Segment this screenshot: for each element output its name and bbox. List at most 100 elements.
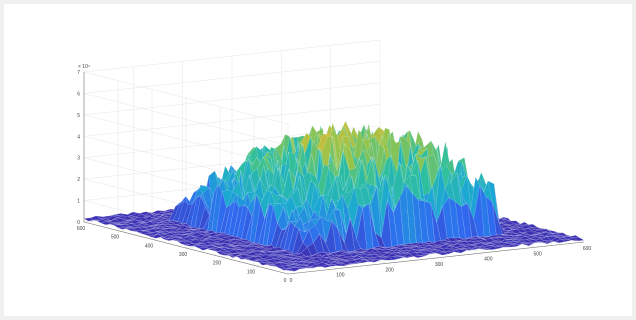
z-tick-label: 7: [77, 70, 80, 76]
surface-cell: [289, 263, 300, 266]
surface-cell: [278, 254, 289, 257]
surface-cell: [214, 243, 226, 245]
surface-cell: [169, 204, 180, 221]
surface-cell: [550, 233, 561, 236]
surface-cell: [326, 264, 338, 267]
surface-cell: [544, 240, 556, 243]
surface-cell: [573, 237, 585, 242]
surface-cell: [156, 220, 168, 223]
surface-cell: [505, 244, 517, 248]
y-tick-label: 400: [145, 243, 154, 249]
y-tick-label: 500: [111, 235, 120, 241]
surface-cell: [363, 259, 375, 263]
surface-cell: [297, 265, 309, 268]
z-tick-label: 5: [77, 113, 80, 119]
surface-cell: [308, 225, 320, 244]
surface-cell: [412, 249, 424, 253]
surface-cell: [535, 228, 546, 230]
surface-cell: [338, 259, 350, 262]
surface-cell: [397, 244, 409, 247]
surface-cell: [173, 240, 184, 242]
surface-cell: [163, 232, 176, 237]
surface-cell: [166, 236, 178, 239]
surface-cell: [190, 229, 202, 233]
surface-cell: [296, 267, 307, 270]
surface-cell: [149, 212, 161, 216]
surface-cell: [168, 239, 180, 242]
y-tick-label: 200: [213, 261, 222, 267]
surface-cell: [412, 245, 423, 249]
surface-cell: [175, 196, 186, 207]
surface-cell: [441, 243, 452, 247]
surface-cell: [293, 258, 304, 262]
surface-cell: [179, 239, 190, 243]
surface-cell: [247, 256, 259, 261]
surface-cell: [421, 252, 432, 256]
surface-cell: [314, 266, 326, 268]
surface-cell: [231, 236, 243, 241]
axis-layer: [83, 72, 585, 275]
surface-cell: [498, 220, 509, 235]
surface-cell: [403, 243, 415, 247]
surface-cell: [182, 231, 194, 235]
x-tick-label: 0: [290, 278, 293, 284]
surface-cell: [273, 203, 284, 224]
surface-cell: [253, 259, 265, 263]
surface-cell: [504, 230, 515, 234]
surface-cell: [96, 215, 107, 220]
surface-cell: [285, 263, 296, 266]
surface-cell: [482, 241, 494, 244]
surface-cell: [207, 232, 219, 238]
surface-cell: [450, 172, 462, 208]
surface-cell: [473, 238, 486, 242]
surface-cell: [428, 240, 440, 244]
surface-cell: [130, 212, 143, 218]
surface-cell: [533, 233, 545, 237]
surface-cell: [252, 251, 265, 255]
surface-cell: [222, 234, 234, 238]
surface-cell: [240, 249, 251, 253]
surface-cell: [437, 243, 448, 247]
surface-cell: [556, 237, 568, 240]
y-tick-label: 0: [284, 278, 287, 284]
surface-cell: [523, 233, 534, 238]
surface-cell: [284, 257, 296, 261]
surface-cell: [524, 242, 535, 247]
surface-cell: [263, 251, 275, 256]
surface-cell: [278, 203, 290, 221]
surface-cell: [292, 255, 304, 260]
x-tick-label: 200: [385, 267, 394, 273]
plot-area: 0 100 200 300 400 500 600 0 100 200 300 400 500 600 0 1…: [4, 4, 632, 316]
y-tick-label: 300: [179, 252, 188, 258]
surface-cell: [141, 230, 152, 233]
surface-cell: [288, 161, 300, 190]
surface-cell: [160, 216, 172, 220]
y-tick-label: 600: [77, 226, 86, 232]
surface-cell: [348, 250, 359, 253]
surface-cell: [262, 263, 273, 266]
x-tick-label: 400: [484, 257, 493, 263]
z-tick-label: 6: [77, 91, 80, 97]
z-tick-label: 4: [77, 134, 80, 140]
surface-cell: [554, 235, 566, 238]
surface-cell: [277, 249, 289, 251]
surface-cell: [283, 268, 295, 272]
surface-cell: [493, 245, 504, 249]
surface-cell: [348, 252, 360, 257]
surface-cell: [291, 265, 303, 268]
surface-cell: [235, 243, 247, 246]
surface-cell: [145, 230, 156, 234]
surface-cell: [223, 248, 235, 252]
surface-cell: [481, 248, 492, 250]
surface-cell: [153, 224, 164, 227]
surface-cell: [125, 219, 137, 222]
z-tick-label: 3: [77, 156, 80, 162]
surface-cell: [424, 200, 435, 243]
surface-chart: 0100200300400500600010020030040050060001…: [77, 39, 592, 284]
surface-cell: [102, 219, 114, 223]
x-tick-label: 600: [583, 246, 592, 252]
surface-cell: [437, 252, 449, 256]
surface-cell: [339, 210, 351, 243]
surface-cell: [449, 245, 461, 250]
